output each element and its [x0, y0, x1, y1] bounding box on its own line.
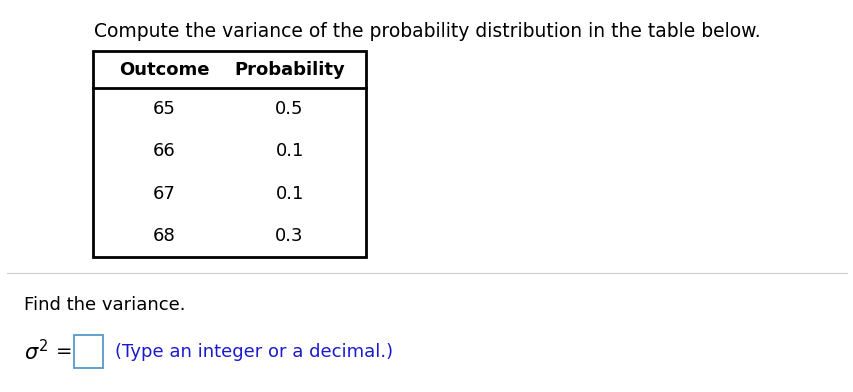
Text: Find the variance.: Find the variance. — [24, 296, 186, 314]
Text: 66: 66 — [153, 142, 175, 160]
Text: 0.1: 0.1 — [275, 185, 304, 203]
Text: (Type an integer or a decimal.): (Type an integer or a decimal.) — [115, 343, 392, 361]
Text: Compute the variance of the probability distribution in the table below.: Compute the variance of the probability … — [94, 22, 759, 41]
Text: 65: 65 — [153, 100, 176, 118]
Text: Probability: Probability — [234, 61, 345, 79]
Text: 0.5: 0.5 — [275, 100, 304, 118]
Text: 0.3: 0.3 — [275, 227, 304, 245]
Bar — [93, 51, 366, 257]
Text: 67: 67 — [153, 185, 176, 203]
Text: $\sigma^2$: $\sigma^2$ — [24, 339, 49, 364]
Bar — [73, 336, 103, 368]
Text: =: = — [55, 342, 72, 361]
Text: Outcome: Outcome — [119, 61, 209, 79]
Text: 0.1: 0.1 — [275, 142, 304, 160]
Text: 68: 68 — [153, 227, 175, 245]
